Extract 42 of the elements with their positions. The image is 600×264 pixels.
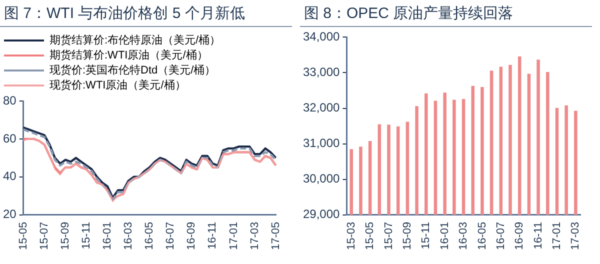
x-tick-label: 15-11 [420, 222, 432, 250]
y-tick-label: 40 [2, 169, 17, 184]
x-tick-label: 15-09 [401, 222, 414, 250]
x-tick-label: 16-05 [476, 222, 488, 250]
chart-title: 图 8：OPEC 原油产量持续回落 [300, 0, 592, 27]
x-tick-label: 15-03 [345, 222, 358, 250]
x-tick-label: 16-09 [186, 222, 198, 250]
x-tick-label: 16-03 [458, 222, 470, 250]
x-tick-label: 16-05 [144, 222, 156, 250]
x-tick-label: 16-07 [164, 222, 177, 250]
x-tick-label: 16-01 [438, 222, 451, 250]
x-tick-label: 16-01 [102, 222, 114, 250]
x-tick-label: 17-01 [228, 222, 240, 250]
y-tick-label: 33,000 [303, 65, 340, 80]
x-tick-label: 17-05 [270, 222, 282, 250]
x-tick-label: 15-05 [17, 222, 30, 250]
x-tick-label: 16-11 [532, 222, 544, 250]
y-tick-label: 60 [2, 131, 17, 146]
x-tick-label: 16-11 [206, 222, 219, 250]
y-tick-label: 31,000 [303, 136, 340, 150]
x-tick-label: 17-03 [248, 222, 261, 250]
x-tick-label: 15-11 [80, 222, 92, 250]
y-tick-label: 34,000 [303, 30, 340, 44]
y-tick-label: 20 [2, 207, 17, 222]
x-tick-label: 17-01 [551, 222, 564, 250]
x-tick-label: 16-03 [122, 222, 135, 250]
y-tick-label: 29,000 [303, 207, 340, 222]
x-tick-label: 15-07 [382, 222, 395, 250]
y-tick-label: 32,000 [303, 100, 340, 115]
y-tick-label: 80 [2, 93, 17, 108]
legend-label: 期货结算价:布伦特原油（美元/桶） [50, 34, 221, 47]
x-tick-label: 16-09 [514, 222, 526, 250]
x-tick-label: 15-07 [38, 222, 50, 250]
y-tick-label: 30,000 [303, 172, 340, 186]
x-tick-label: 15-05 [364, 222, 376, 250]
legend-label: 期货结算价:WTI原油（美元/桶） [50, 48, 208, 62]
x-tick-label: 16-07 [494, 222, 507, 250]
legend-label: 现货价:英国布伦特Dtd（美元/桶） [50, 64, 216, 77]
x-tick-label: 15-09 [59, 222, 72, 250]
legend-label: 现货价:WTI原油（美元/桶） [50, 78, 186, 92]
x-tick-label: 17-03 [570, 222, 582, 250]
chart-title: 图 7：WTI 与布油价格创 5 个月新低 [0, 0, 292, 27]
